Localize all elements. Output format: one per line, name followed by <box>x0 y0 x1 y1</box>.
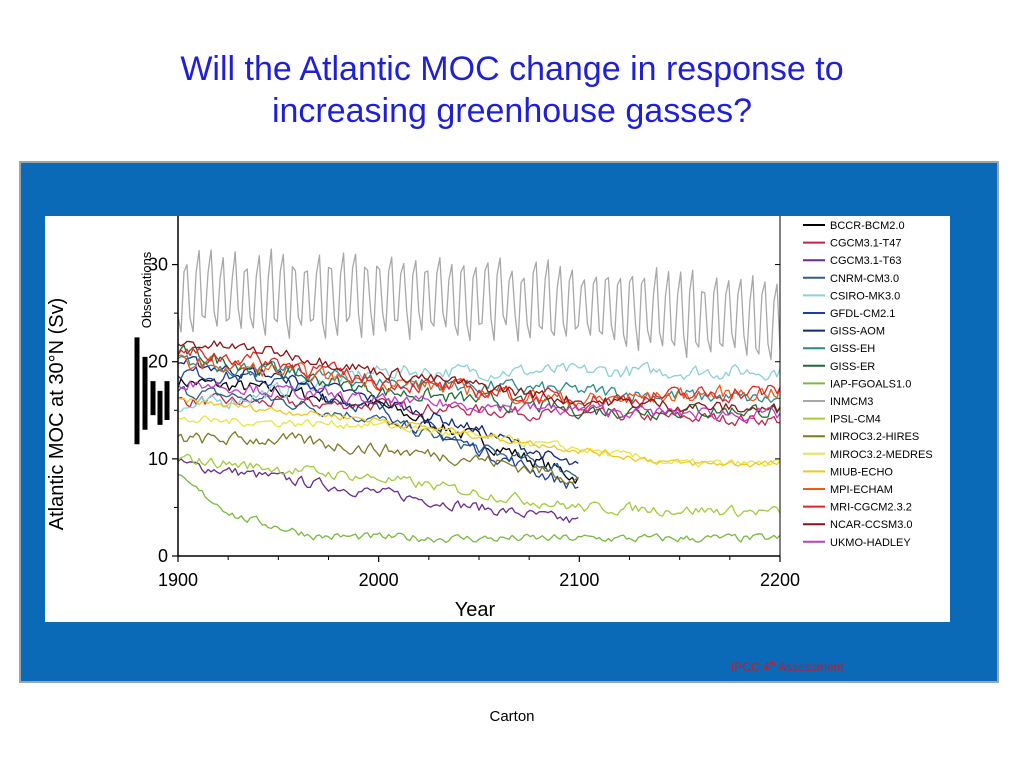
x-tick-label: 1900 <box>158 570 198 590</box>
series-line <box>177 392 781 427</box>
y-axis-label: Atlantic MOC at 30°N (Sv) <box>46 298 68 531</box>
legend-label: CNRM-CM3.0 <box>830 273 899 285</box>
credit-superscript: th <box>769 661 776 668</box>
x-tick-label: 2000 <box>359 570 399 590</box>
legend-label: CSIRO-MK3.0 <box>830 290 900 302</box>
series-line <box>177 355 579 466</box>
series-line <box>177 458 579 524</box>
legend-label: MRI-CGCM2.3.2 <box>830 502 912 514</box>
x-axis-label: Year <box>455 599 496 621</box>
legend-label: NCAR-CCSM3.0 <box>830 519 913 531</box>
slide-title-line-2: increasing greenhouse gasses? <box>271 92 753 130</box>
series-line <box>177 431 579 485</box>
legend-label: MIUB-ECHO <box>830 466 893 478</box>
legend: BCCR-BCM2.0 CGCM3.1-T47 CGCM3.1-T63 CNRM-CM… <box>803 220 933 549</box>
legend-label: GFDL-CM2.1 <box>830 308 895 320</box>
credit-text-rest: Assessment <box>775 660 844 674</box>
slide-title: Will the Atlantic MOC change in response… <box>60 48 964 132</box>
series-line <box>177 380 781 423</box>
source-credit: IPCC 4th Assessment <box>731 660 844 674</box>
series-line <box>177 340 781 413</box>
y-tick-label: 30 <box>148 255 168 275</box>
series-line <box>177 385 579 480</box>
legend-label: GISS-EH <box>830 343 875 355</box>
slide-title-line-1: Will the Atlantic MOC change in response… <box>180 50 844 88</box>
legend-label: IPSL-CM4 <box>830 414 881 426</box>
y-tick-label: 0 <box>158 546 168 566</box>
chart-figure: 1900 2000 2100 2200 0 10 20 30 Observations Atl… <box>45 216 950 622</box>
legend-label: MIROC3.2-HIRES <box>830 431 919 443</box>
y-tick-label: 10 <box>148 449 168 469</box>
observations-label: Observations <box>139 251 154 328</box>
y-tick-label: 20 <box>148 352 168 372</box>
series-layer <box>177 248 781 544</box>
series-line <box>177 366 579 489</box>
moc-chart: 1900 2000 2100 2200 0 10 20 30 Observations Atl… <box>46 216 933 621</box>
x-tick-label: 2100 <box>559 570 599 590</box>
series-line <box>177 397 781 468</box>
credit-text: IPCC 4 <box>731 660 770 674</box>
series-line <box>177 474 781 544</box>
legend-label: INMCM3 <box>830 396 873 408</box>
legend-label: UKMO-HADLEY <box>830 537 911 549</box>
observations-layer <box>134 337 170 445</box>
legend-label: GISS-ER <box>830 361 875 373</box>
series-line <box>177 354 781 408</box>
x-tick-label: 2200 <box>760 570 800 590</box>
legend-label: MPI-ECHAM <box>830 484 893 496</box>
series-line <box>177 248 781 361</box>
legend-label: GISS-AOM <box>830 326 885 338</box>
legend-label: MIROC3.2-MEDRES <box>830 449 933 461</box>
legend-label: IAP-FGOALS1.0 <box>830 378 911 390</box>
legend-label: BCCR-BCM2.0 <box>830 220 905 232</box>
ticks-layer: 1900 2000 2100 2200 0 10 20 30 <box>148 255 800 590</box>
series-line <box>177 453 781 518</box>
legend-label: CGCM3.1-T47 <box>830 238 902 250</box>
series-line <box>177 347 781 411</box>
legend-label: CGCM3.1-T63 <box>830 255 902 267</box>
footer-author: Carton <box>489 708 535 725</box>
